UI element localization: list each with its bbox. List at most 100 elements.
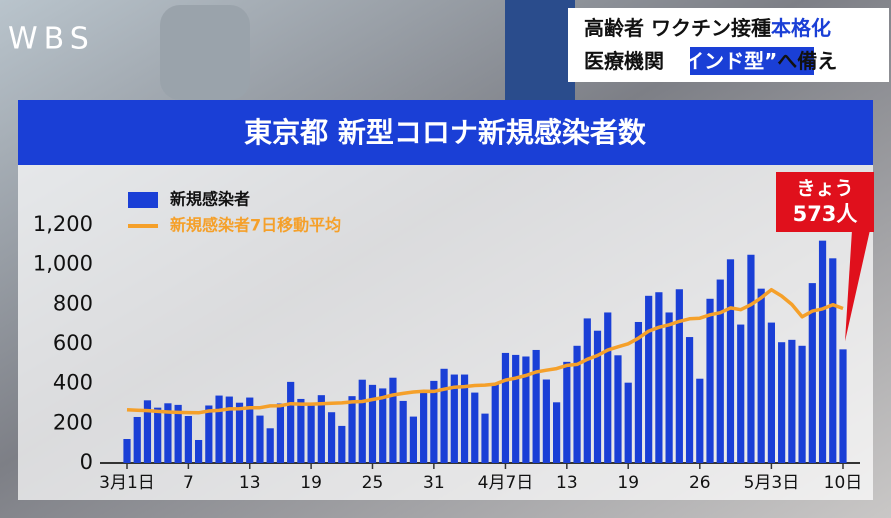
x-tick-label: 3月1日 [99,473,155,493]
bar [287,381,295,463]
bar [154,407,162,463]
bar [665,312,673,463]
bar [430,380,438,463]
bar [225,396,233,463]
x-tick-label: 13 [556,473,578,493]
bar [685,337,694,463]
x-tick-label: 19 [617,473,639,493]
x-tick-label: 19 [300,473,322,493]
building [160,5,250,100]
billboard [505,0,575,100]
bar [798,345,806,463]
bar [583,318,591,463]
bar [327,412,336,463]
bar [512,354,520,463]
bar [348,396,356,463]
bar [307,402,315,463]
bar [675,289,683,463]
bar [839,349,847,463]
bar [634,321,643,463]
y-tick-label: 1,200 [33,212,93,236]
bar [655,292,663,463]
bar [593,330,602,463]
callout-box [776,172,874,232]
y-tick-label: 0 [80,450,93,474]
bar [205,405,213,463]
bar [358,379,366,463]
callout-text: きょう [796,178,853,200]
logo: WBS [8,22,95,57]
title-bar [18,100,873,165]
callout-arrow [845,230,870,342]
bar [767,322,775,463]
bar [757,288,765,463]
bar [788,339,796,463]
bar [491,383,499,463]
x-tick-label: 4月7日 [478,473,534,493]
bar [399,400,407,463]
legend-label: 新規感染者7日移動平均 [170,216,341,235]
bar [389,377,397,463]
x-tick-label: 25 [362,473,384,493]
bar [624,382,632,463]
x-tick-label: 5月3日 [744,473,800,493]
bar [542,379,550,463]
headline-part: 高齢者 ワクチン接種 [584,16,771,40]
bar [184,415,192,463]
bar [604,312,612,463]
bar [317,395,325,463]
bar [450,374,458,463]
bar [747,254,755,463]
bar [338,425,346,463]
bar [420,390,428,463]
bar [440,368,448,463]
headline-text: 高齢者 ワクチン接種本格化 [584,16,831,40]
bar [696,378,704,463]
bar [143,400,152,463]
headline-text: 医療機関 “インド型”へ備え [584,49,837,73]
headline-part: へ備え [777,49,837,73]
x-tick-label: 10日 [824,473,863,493]
legend-swatch [128,192,158,208]
bar [133,416,141,463]
bar [522,356,530,463]
bar [246,397,254,463]
bar [726,259,735,463]
bar [297,398,305,463]
bar [737,324,745,463]
bar [501,352,510,463]
bar [123,439,131,463]
headline-part: 医療機関 [584,49,671,73]
y-tick-label: 600 [53,331,93,355]
headline-highlight [690,47,814,75]
bar [808,283,816,463]
bar [716,279,724,463]
bar [532,349,540,463]
bar [818,240,827,463]
bar [215,395,223,463]
headline-emphasis: 本格化 [771,16,831,40]
bar [563,361,571,463]
bar [195,439,203,463]
bar [645,295,653,463]
chart-title: 東京都 新型コロナ新規感染者数 [244,116,647,149]
average-line [126,287,844,415]
bar [409,416,417,463]
y-tick-label: 400 [53,371,93,395]
bar [460,374,469,463]
x-tick-label: 7 [183,473,194,493]
x-tick-label: 26 [689,473,711,493]
bar [573,345,581,463]
bar [174,404,182,463]
x-tick-label: 13 [239,473,261,493]
x-tick-label: 31 [423,473,445,493]
bar [164,403,172,463]
bar [368,384,377,463]
bar [829,258,837,463]
y-tick-label: 200 [53,410,93,434]
value-label: 573人 [793,202,858,226]
headline-emphasis: “インド型” [671,49,777,73]
bar [471,392,479,463]
